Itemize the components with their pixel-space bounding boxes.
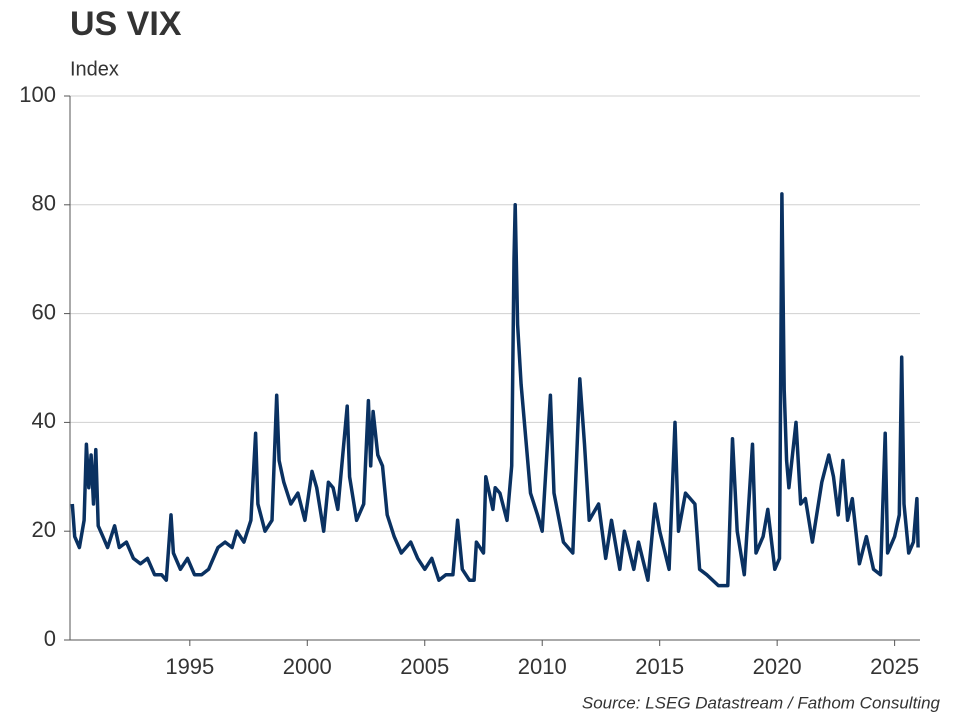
x-tick-label: 1995: [165, 654, 214, 679]
y-tick-label: 20: [32, 517, 56, 542]
x-tick-label: 2025: [870, 654, 919, 679]
y-tick-label: 80: [32, 191, 56, 216]
chart-subtitle: Index: [70, 58, 119, 80]
plot-area: 0 20 40 60 80 100 1995 2000 2005 2010 2015 2020 2025: [19, 82, 920, 679]
y-tick-label: 100: [19, 82, 56, 107]
x-tick-label: 2000: [283, 654, 332, 679]
y-tick-label: 40: [32, 408, 56, 433]
x-tick-label: 2005: [400, 654, 449, 679]
x-tick-label: 2010: [518, 654, 567, 679]
x-tick-label: 2020: [753, 654, 802, 679]
y-tick-label: 60: [32, 299, 56, 324]
chart-title: US VIX: [70, 5, 182, 43]
y-tick-label: 0: [44, 626, 56, 651]
source-note: Source: LSEG Datastream / Fathom Consult…: [582, 693, 941, 712]
x-tick-label: 2015: [635, 654, 684, 679]
data-line: [70, 192, 920, 588]
